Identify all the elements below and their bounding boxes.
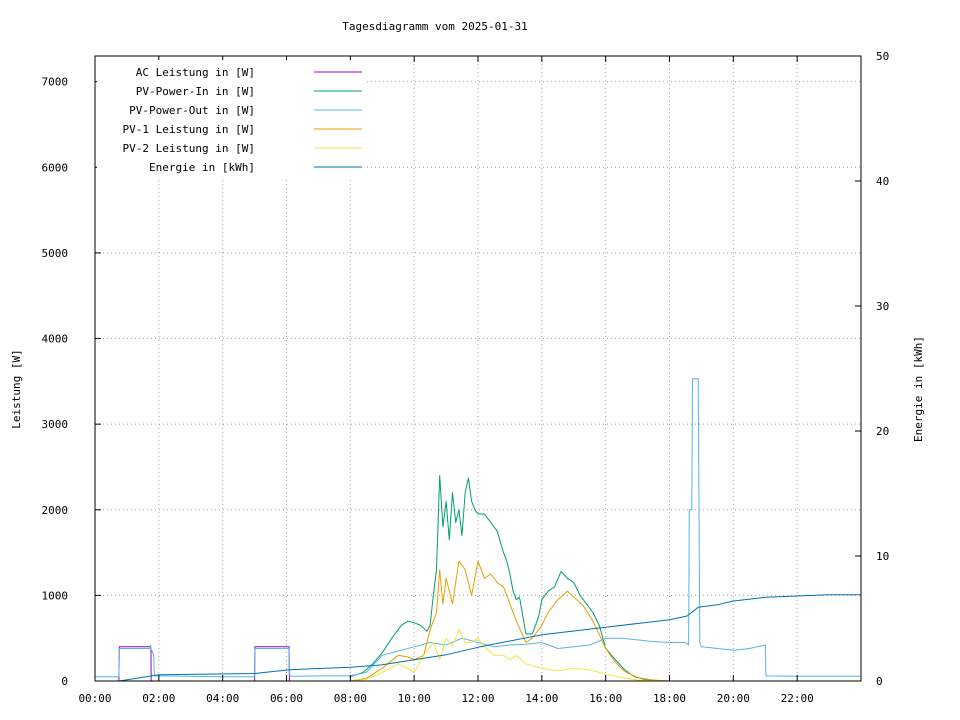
legend-label-pv-power-in-in-w: PV-Power-In in [W] [136,85,255,98]
x-tick-label: 22:00 [781,692,814,705]
y-tick-label: 5000 [42,247,69,260]
x-tick-label: 12:00 [461,692,494,705]
axes: 00:00 02:00 04:00 06:00 08:00 10:00 12:00 14:00… [42,50,890,705]
legend-label-ac-leistung-in-w: AC Leistung in [W] [136,66,255,79]
y2-tick-label: 20 [876,425,889,438]
y-tick-label: 0 [61,675,68,688]
x-tick-label: 14:00 [525,692,558,705]
series-line-pv-2-leistung-in-w [350,629,670,682]
series-line-energie-in-kwh [95,594,861,682]
y2-tick-label: 40 [876,175,889,188]
y-axis-label: Leistung [W] [10,349,23,428]
y-tick-label: 1000 [42,589,69,602]
x-tick-label: 18:00 [653,692,686,705]
x-tick-label: 16:00 [589,692,622,705]
legend: AC Leistung in [W] PV-Power-In in [W] PV-P… [97,60,367,178]
series-line-pv-power-in-in-w [350,475,664,682]
legend-background [97,60,367,178]
legend-label-pv-power-out-in-w: PV-Power-Out in [W] [129,104,255,117]
y2-axis-label: Energie in [kWh] [912,336,925,442]
x-tick-label: 20:00 [717,692,750,705]
x-tick-label: 08:00 [334,692,367,705]
y-tick-label: 7000 [42,76,69,89]
y2-tick-label: 30 [876,300,889,313]
y-tick-label: 4000 [42,333,69,346]
y2-tick-label: 0 [876,675,883,688]
series-line-pv-power-out-in-w [95,378,861,678]
series-line-pv-1-leistung-in-w [350,560,670,682]
x-tick-label: 04:00 [206,692,239,705]
legend-label-energie-in-kwh: Energie in [kWh] [149,161,255,174]
y2-tick-label: 10 [876,550,889,563]
y-tick-label: 3000 [42,418,69,431]
y-tick-label: 2000 [42,504,69,517]
legend-label-pv-1-leistung-in-w: PV-1 Leistung in [W] [123,123,255,136]
plot-series [95,378,861,682]
x-tick-label: 10:00 [398,692,431,705]
x-tick-label: 06:00 [270,692,303,705]
chart-title: Tagesdiagramm vom 2025-01-31 [342,20,527,33]
legend-label-pv-2-leistung-in-w: PV-2 Leistung in [W] [123,142,255,155]
x-tick-label: 02:00 [142,692,175,705]
y-tick-label: 6000 [42,161,69,174]
y2-tick-label: 50 [876,50,889,63]
x-tick-label: 00:00 [78,692,111,705]
